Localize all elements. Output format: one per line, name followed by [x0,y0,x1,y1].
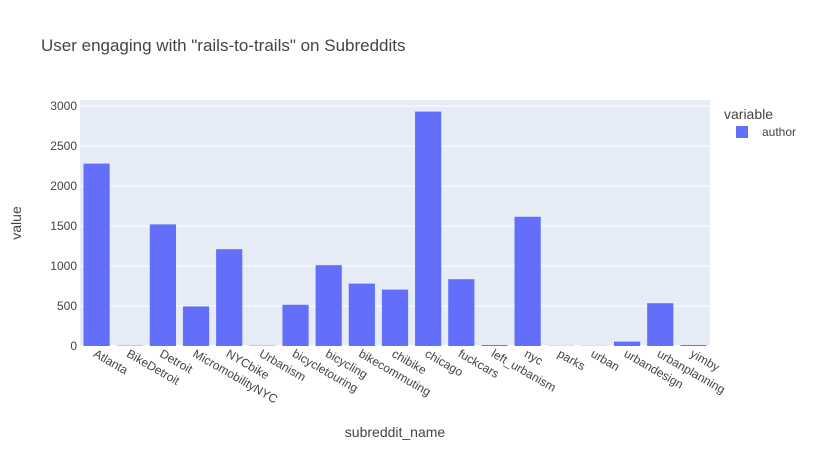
bar-urbanplanning[interactable] [647,303,674,346]
bar-bicycletouring[interactable] [282,304,309,346]
bar-chibike[interactable] [381,289,409,346]
legend-swatch-author[interactable] [736,126,748,138]
bar-chicago[interactable] [415,111,442,346]
y-tick-label: 500 [57,299,77,313]
x-axis-label: subreddit_name [345,424,446,440]
bar-bicycling[interactable] [315,265,342,346]
bar-NYCbike[interactable] [216,249,243,346]
y-tick-label: 1000 [50,259,77,273]
bar-fuckcars[interactable] [448,279,475,346]
bar-MicromobilityNYC[interactable] [182,306,210,346]
y-tick-label: 2500 [50,139,77,153]
bar-left_urbanism[interactable] [481,345,508,346]
legend: variable author [724,106,796,139]
bar-urbandesign[interactable] [614,341,641,346]
y-tick-label: 1500 [50,219,77,233]
chart-title: User engaging with "rails-to-trails" on … [41,36,406,55]
bar-yimby[interactable] [680,345,707,346]
y-tick-labels: 0 500 1000 1500 2000 2500 3000 [50,99,77,353]
legend-item-author[interactable]: author [762,125,796,139]
x-tick-labels: AtlantaBikeDetroitDetroitMicromobilityNY… [91,346,728,406]
x-tick-label: urban [588,346,622,373]
x-tick-label: parks [555,346,587,373]
y-tick-label: 3000 [50,99,77,113]
bar-bikecommuting[interactable] [348,283,375,346]
bar-Detroit[interactable] [149,224,176,346]
bar-nyc[interactable] [514,216,541,346]
bars [83,111,707,346]
legend-title: variable [724,106,773,122]
y-tick-label: 0 [70,339,77,353]
y-axis-label: value [8,206,24,240]
bar-Atlanta[interactable] [83,163,110,346]
y-tick-label: 2000 [50,179,77,193]
x-tick-label: Atlanta [91,346,131,377]
